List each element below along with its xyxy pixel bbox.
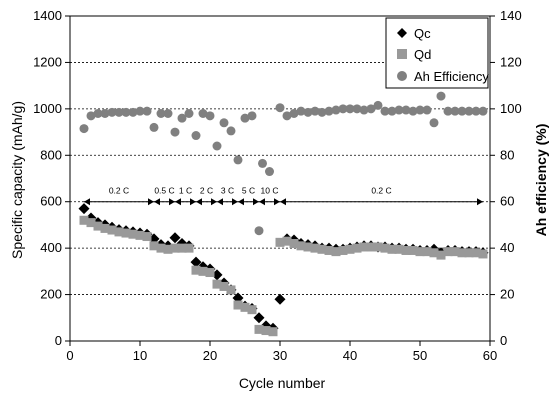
rate-label: 0.2 C bbox=[371, 186, 391, 196]
legend-label-qc: Qc bbox=[414, 26, 431, 41]
qd-point bbox=[206, 268, 215, 277]
arrow-head bbox=[253, 198, 259, 205]
arrow-head bbox=[175, 198, 181, 205]
rate-label: 0.5 C bbox=[154, 186, 174, 196]
y-tick-label: 1200 bbox=[33, 54, 62, 69]
ah-efficiency-point bbox=[234, 155, 243, 164]
legend-label-ah: Ah Efficiency bbox=[414, 69, 489, 84]
series-qd bbox=[80, 216, 488, 336]
rate-label: 10 C bbox=[261, 186, 279, 196]
rate-arrows: 0.2 C 0.5 C 1 C 2 C 3 C 5 C 10 C 0.2 C bbox=[84, 186, 483, 206]
ah-efficiency-point bbox=[220, 118, 229, 127]
ah-efficiency-point bbox=[171, 128, 180, 137]
arrow-head bbox=[211, 198, 217, 205]
y2-axis-label: Ah efficiency (%) bbox=[533, 124, 549, 237]
y-tick-label: 0 bbox=[55, 333, 62, 348]
arrow-head bbox=[196, 198, 202, 205]
legend-marker-ah bbox=[397, 71, 407, 81]
x-tick-label: 60 bbox=[483, 348, 497, 363]
y2-tick-label: 120 bbox=[500, 54, 522, 69]
y2-tick-label: 80 bbox=[500, 147, 514, 162]
qd-point bbox=[248, 305, 257, 314]
x-tick-label: 0 bbox=[66, 348, 73, 363]
legend-marker-qd bbox=[397, 49, 407, 59]
y-tick-label: 600 bbox=[40, 194, 62, 209]
arrow-head bbox=[274, 198, 280, 205]
arrow-head bbox=[154, 198, 160, 205]
series-ah-efficiency bbox=[80, 92, 488, 236]
ah-efficiency-point bbox=[423, 106, 432, 115]
y-tick-label: 400 bbox=[40, 240, 62, 255]
y2-tick-label: 140 bbox=[500, 8, 522, 23]
y-tick-label: 1000 bbox=[33, 101, 62, 116]
ah-efficiency-point bbox=[150, 123, 159, 132]
qd-point bbox=[227, 285, 236, 294]
grid-lines bbox=[70, 62, 490, 294]
arrow-head bbox=[259, 198, 265, 205]
arrow-head bbox=[217, 198, 223, 205]
ah-efficiency-point bbox=[265, 167, 274, 176]
ah-efficiency-point bbox=[258, 159, 267, 168]
y-tick-label: 1400 bbox=[33, 8, 62, 23]
ah-efficiency-point bbox=[276, 103, 285, 112]
ah-efficiency-point bbox=[255, 226, 264, 235]
arrow-head bbox=[477, 198, 483, 205]
ah-efficiency-point bbox=[479, 107, 488, 116]
data-series bbox=[79, 92, 489, 337]
ah-efficiency-point bbox=[374, 101, 383, 110]
y2-tick-label: 40 bbox=[500, 240, 514, 255]
y2-tick-label: 0 bbox=[500, 333, 507, 348]
legend-label-qd: Qd bbox=[414, 47, 431, 62]
legend: Qc Qd Ah Efficiency bbox=[386, 18, 489, 88]
arrow-head bbox=[280, 198, 286, 205]
ah-efficiency-point bbox=[430, 118, 439, 127]
rate-label: 3 C bbox=[221, 186, 234, 196]
y-tick-label: 800 bbox=[40, 147, 62, 162]
ah-efficiency-point bbox=[213, 142, 222, 151]
rate-label: 2 C bbox=[200, 186, 213, 196]
y2-tick-label: 100 bbox=[500, 101, 522, 116]
x-tick-label: 30 bbox=[273, 348, 287, 363]
series-qc bbox=[79, 203, 489, 334]
y-axis-label: Specific capacity (mAh/g) bbox=[9, 101, 25, 259]
x-tick-label: 40 bbox=[343, 348, 357, 363]
x-tick-label: 20 bbox=[203, 348, 217, 363]
ah-efficiency-point bbox=[437, 92, 446, 101]
qd-point bbox=[143, 232, 152, 241]
arrow-head bbox=[232, 198, 238, 205]
rate-label: 1 C bbox=[179, 186, 192, 196]
arrow-head bbox=[169, 198, 175, 205]
qc-point bbox=[275, 294, 286, 305]
y2-tick-label: 20 bbox=[500, 287, 514, 302]
arrow-head bbox=[238, 198, 244, 205]
ah-efficiency-point bbox=[227, 126, 236, 135]
ah-efficiency-point bbox=[206, 111, 215, 120]
qc-point bbox=[79, 203, 90, 214]
x-axis-label: Cycle number bbox=[239, 375, 326, 391]
ah-efficiency-point bbox=[80, 124, 89, 133]
x-tick-label: 50 bbox=[413, 348, 427, 363]
ah-efficiency-point bbox=[164, 109, 173, 118]
ah-efficiency-point bbox=[185, 109, 194, 118]
qd-point bbox=[479, 249, 488, 258]
qd-point bbox=[269, 327, 278, 336]
ah-efficiency-point bbox=[143, 107, 152, 116]
ah-efficiency-point bbox=[192, 131, 201, 140]
rate-label: 5 C bbox=[242, 186, 255, 196]
arrow-head bbox=[190, 198, 196, 205]
qd-point bbox=[185, 244, 194, 253]
ah-efficiency-point bbox=[248, 111, 257, 120]
arrow-head bbox=[148, 198, 154, 205]
y2-tick-label: 60 bbox=[500, 194, 514, 209]
y-tick-label: 200 bbox=[40, 287, 62, 302]
rate-label: 0.2 C bbox=[109, 186, 129, 196]
x-tick-label: 10 bbox=[133, 348, 147, 363]
